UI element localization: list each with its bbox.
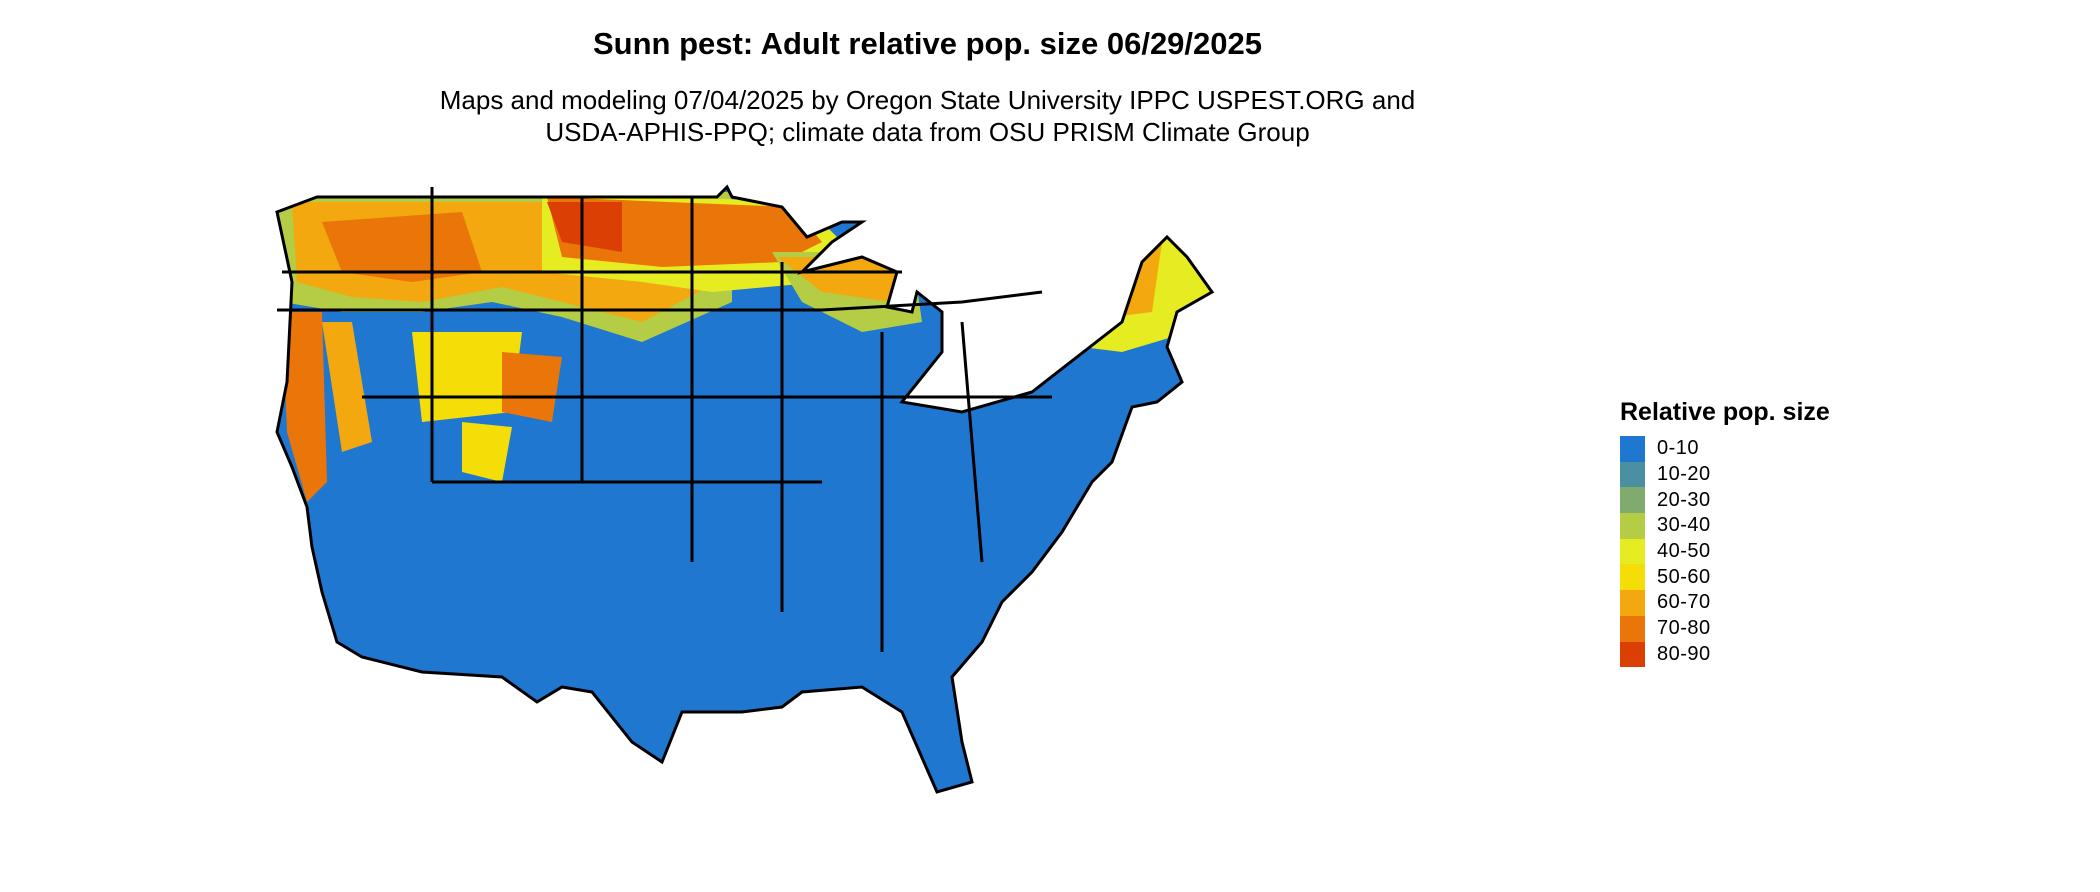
border-lat-42 [277, 290, 1043, 312]
legend-label: 70-80 [1657, 617, 1711, 640]
legend-swatch [1620, 538, 1645, 565]
legend-swatch [1620, 641, 1645, 668]
legend-label: 80-90 [1657, 642, 1711, 665]
heat-southwest-patch-1 [412, 332, 522, 422]
map-subtitle: Maps and modeling 07/04/2025 by Oregon S… [0, 84, 1855, 148]
legend-label: 10-20 [1657, 463, 1711, 486]
legend-item: 70-80 [1620, 615, 1830, 642]
heat-north-dakota-80-90 [547, 202, 622, 252]
heat-california-coast [282, 312, 327, 502]
legend-item: 0-10 [1620, 436, 1830, 462]
heat-northwest-70-80 [322, 212, 482, 282]
legend-label: 0-10 [1657, 437, 1700, 460]
legend-label: 60-70 [1657, 591, 1711, 614]
legend-swatch [1620, 513, 1645, 539]
legend-item: 60-70 [1620, 590, 1830, 616]
state-borders [275, 185, 1214, 794]
legend-item: 30-40 [1620, 513, 1830, 539]
legend-item: 50-60 [1620, 564, 1830, 591]
legend-rows: 0-10 10-20 20-30 30-40 40-50 50-60 60-70 70-80 8… [1620, 436, 1830, 668]
legend-item: 40-50 [1620, 538, 1830, 565]
subtitle-line-1: Maps and modeling 07/04/2025 by Oregon S… [439, 85, 1416, 115]
legend-swatch [1620, 590, 1645, 616]
legend-item: 20-30 [1620, 487, 1830, 514]
legend: Relative pop. size 0-10 10-20 20-30 30-40 40… [1620, 398, 1830, 668]
legend-label: 30-40 [1657, 514, 1711, 537]
legend-swatch [1620, 461, 1645, 488]
legend-swatch [1620, 615, 1645, 642]
heat-sierra [322, 322, 372, 452]
heat-northeast-40-50 [1032, 222, 1212, 352]
legend-title: Relative pop. size [1620, 398, 1830, 426]
legend-item: 80-90 [1620, 641, 1830, 668]
legend-swatch [1620, 564, 1645, 591]
heat-arizona-patch [462, 422, 512, 482]
legend-label: 50-60 [1657, 565, 1711, 588]
legend-item: 10-20 [1620, 461, 1830, 488]
heat-northeast-60-70 [1052, 242, 1162, 322]
map-title: Sunn pest: Adult relative pop. size 06/2… [592, 26, 1262, 61]
legend-label: 20-30 [1657, 488, 1711, 511]
legend-swatch [1620, 487, 1645, 514]
heat-southwest-patch-2 [502, 352, 562, 422]
border-lon-atlantic [960, 321, 984, 563]
legend-label: 40-50 [1657, 540, 1711, 563]
us-map [275, 185, 1214, 794]
legend-swatch [1620, 436, 1645, 462]
subtitle-line-2: USDA-APHIS-PPQ; climate data from OSU PR… [545, 117, 1310, 147]
